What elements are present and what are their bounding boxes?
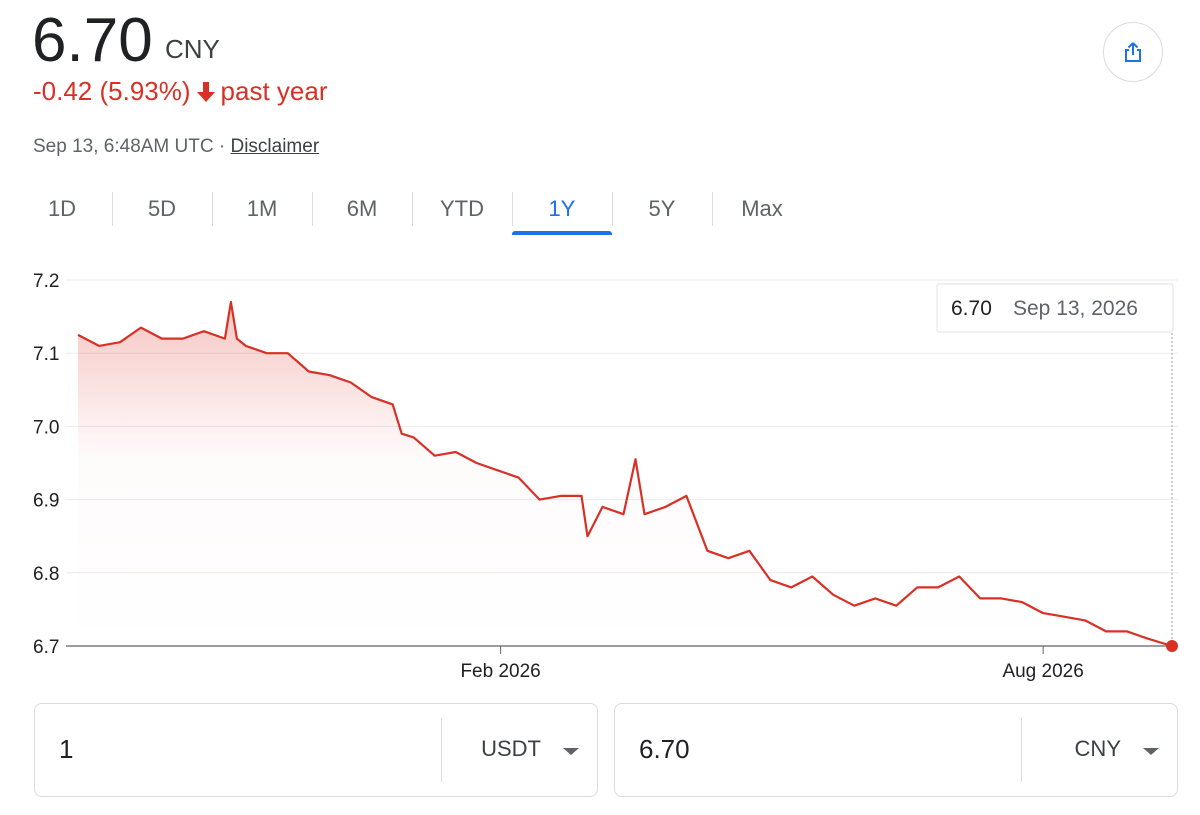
y-tick-label: 6.8 — [33, 564, 59, 585]
range-tabs: 1D 5D 1M 6M YTD 1Y 5Y Max — [12, 186, 812, 235]
range-tab[interactable]: 1M — [212, 186, 312, 232]
change-line: -0.42 (5.93%) past year — [33, 76, 327, 107]
from-amount[interactable]: 1 — [59, 734, 74, 764]
price-line — [77, 300, 1173, 648]
range-tab[interactable]: 1D — [47, 196, 77, 221]
y-tick-label: 6.9 — [33, 491, 59, 512]
divider — [1021, 718, 1022, 782]
price: 6.70 — [32, 6, 153, 75]
currency: CNY — [165, 34, 220, 64]
disclaimer-link[interactable]: Disclaimer — [230, 136, 320, 157]
x-tick-label: Aug 2026 — [1002, 661, 1083, 682]
down-arrow — [196, 81, 215, 102]
from-currency[interactable]: USDT — [481, 736, 541, 761]
change: -0.42 (5.93%) — [33, 76, 191, 106]
tooltip-date: Sep 13, 2026 — [1013, 297, 1138, 320]
share-icon — [1125, 42, 1141, 62]
range-tab[interactable]: YTD — [412, 186, 512, 232]
to-currency[interactable]: CNY — [1074, 736, 1121, 761]
chart: 6.7 6.8 6.9 7.0 7.1 7.2 Feb 2026 Aug 2026 6.70 Se… — [33, 271, 1178, 682]
divider — [441, 718, 442, 782]
y-tick-label: 7.2 — [33, 271, 59, 292]
period: past year — [220, 76, 328, 106]
y-tick-label: 7.0 — [33, 417, 59, 438]
timestamp-line: Sep 13, 6:48AM UTC · Disclaimer — [33, 136, 319, 158]
y-tick-label: 6.7 — [33, 637, 59, 658]
tooltip-box — [936, 283, 1174, 333]
to-amount[interactable]: 6.70 — [639, 734, 690, 764]
area-fill — [78, 302, 1172, 646]
tooltip: 6.70 Sep 13, 2026 — [936, 283, 1174, 333]
from-box[interactable]: 1 USDT — [34, 703, 598, 797]
share-button[interactable] — [1103, 22, 1163, 82]
range-tab[interactable]: 1Y — [512, 186, 612, 235]
tooltip-value: 6.70 — [951, 297, 992, 320]
range-tab[interactable]: 5Y — [612, 186, 712, 232]
end-point — [1166, 640, 1178, 652]
timestamp: Sep 13, 6:48AM UTC — [33, 136, 214, 157]
x-tick-label: Feb 2026 — [460, 661, 540, 682]
y-tick-label: 7.1 — [33, 344, 59, 365]
range-tab[interactable]: 5D — [112, 186, 212, 232]
range-tab[interactable]: 6M — [312, 186, 412, 232]
separator: · — [218, 136, 226, 157]
dropdown-caret[interactable] — [563, 748, 579, 755]
range-tab[interactable]: Max — [712, 186, 812, 232]
dropdown-caret[interactable] — [1143, 748, 1159, 755]
to-box[interactable]: 6.70 CNY — [614, 703, 1178, 797]
